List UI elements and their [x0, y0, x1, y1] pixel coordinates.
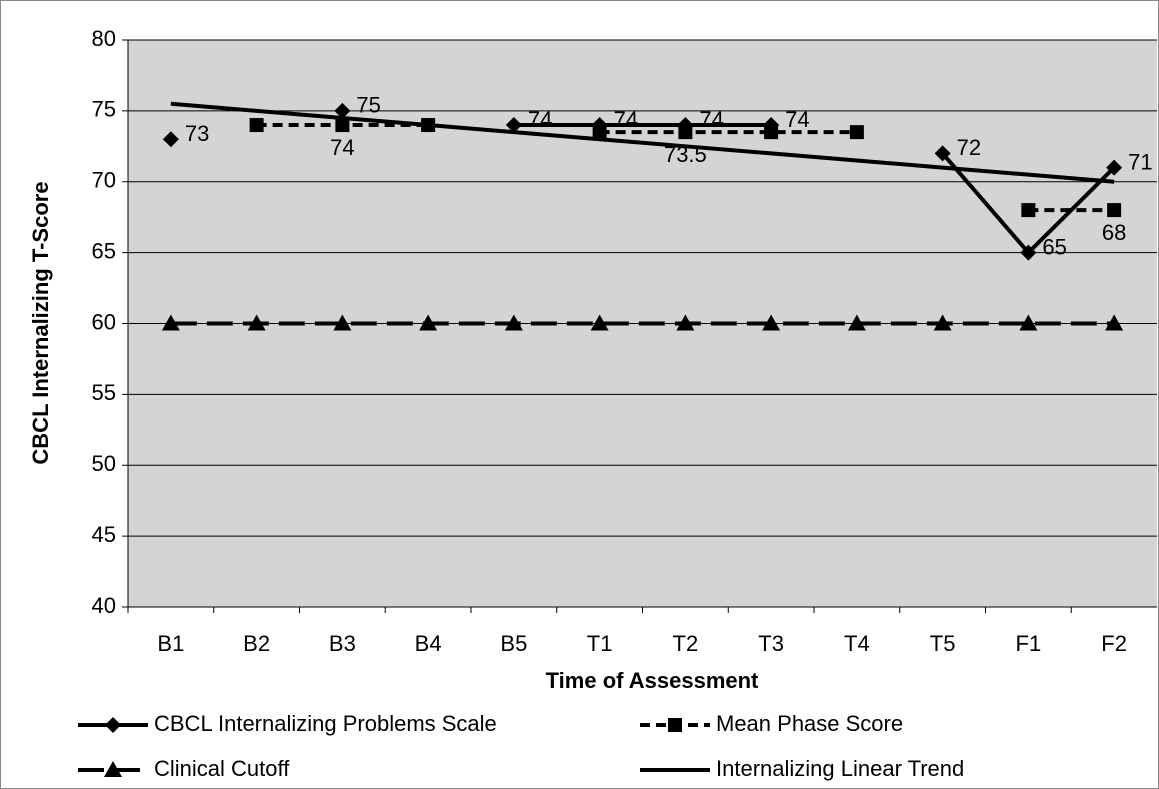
marker [934, 145, 951, 162]
x-tick-label: T4 [844, 631, 870, 656]
marker [105, 717, 121, 733]
marker [676, 314, 695, 331]
y-tick-label: 80 [92, 26, 116, 51]
marker [668, 718, 682, 732]
marker [247, 314, 266, 331]
y-tick-label: 55 [92, 380, 116, 405]
marker [933, 314, 952, 331]
marker [505, 117, 522, 134]
y-tick-label: 50 [92, 451, 116, 476]
data-label: 74 [528, 107, 552, 132]
data-label: 74 [614, 107, 638, 132]
marker [333, 314, 352, 331]
marker [335, 118, 350, 133]
x-axis-title: Time of Assessment [546, 668, 759, 693]
legend-label: Mean Phase Score [716, 711, 903, 736]
marker [162, 131, 179, 148]
marker [592, 125, 607, 140]
y-tick-label: 70 [92, 168, 116, 193]
marker [1021, 203, 1036, 218]
data-label: 75 [356, 93, 380, 118]
marker [249, 118, 264, 133]
y-tick-label: 75 [92, 97, 116, 122]
marker [161, 314, 180, 331]
marker [1107, 203, 1122, 218]
marker [764, 125, 779, 140]
marker [334, 102, 351, 119]
marker [104, 761, 122, 777]
data-label: 73 [185, 121, 209, 146]
data-label: 71 [1128, 149, 1152, 174]
series-line [170, 101, 1115, 184]
x-tick-label: B2 [243, 631, 270, 656]
marker [504, 314, 523, 331]
y-tick-label: 65 [92, 238, 116, 263]
data-label: 74 [330, 135, 354, 160]
data-label: 72 [957, 135, 981, 160]
data-label: 68 [1102, 220, 1126, 245]
data-label: 74 [699, 107, 723, 132]
data-label: 65 [1042, 234, 1066, 259]
x-tick-label: F2 [1101, 631, 1127, 656]
y-axis-title: CBCL Internalizing T-Score [28, 181, 53, 464]
marker [1020, 244, 1037, 261]
x-tick-label: T5 [930, 631, 956, 656]
x-tick-label: B1 [157, 631, 184, 656]
y-tick-label: 60 [92, 309, 116, 334]
marker [1019, 314, 1038, 331]
legend-label: Internalizing Linear Trend [716, 756, 964, 781]
marker [590, 314, 609, 331]
data-label: 74 [785, 107, 809, 132]
x-tick-label: F1 [1016, 631, 1042, 656]
legend-label: Clinical Cutoff [154, 756, 290, 781]
x-tick-label: T3 [758, 631, 784, 656]
marker [1106, 159, 1123, 176]
x-tick-label: B3 [329, 631, 356, 656]
marker [847, 314, 866, 331]
marker [419, 314, 438, 331]
y-tick-label: 40 [92, 593, 116, 618]
legend-label: CBCL Internalizing Problems Scale [154, 711, 497, 736]
x-tick-label: T1 [587, 631, 613, 656]
marker [849, 125, 864, 140]
x-tick-label: T2 [673, 631, 699, 656]
y-tick-label: 45 [92, 522, 116, 547]
marker [678, 125, 693, 140]
x-tick-label: B5 [500, 631, 527, 656]
x-tick-label: B4 [415, 631, 442, 656]
marker [1105, 314, 1124, 331]
marker [762, 314, 781, 331]
